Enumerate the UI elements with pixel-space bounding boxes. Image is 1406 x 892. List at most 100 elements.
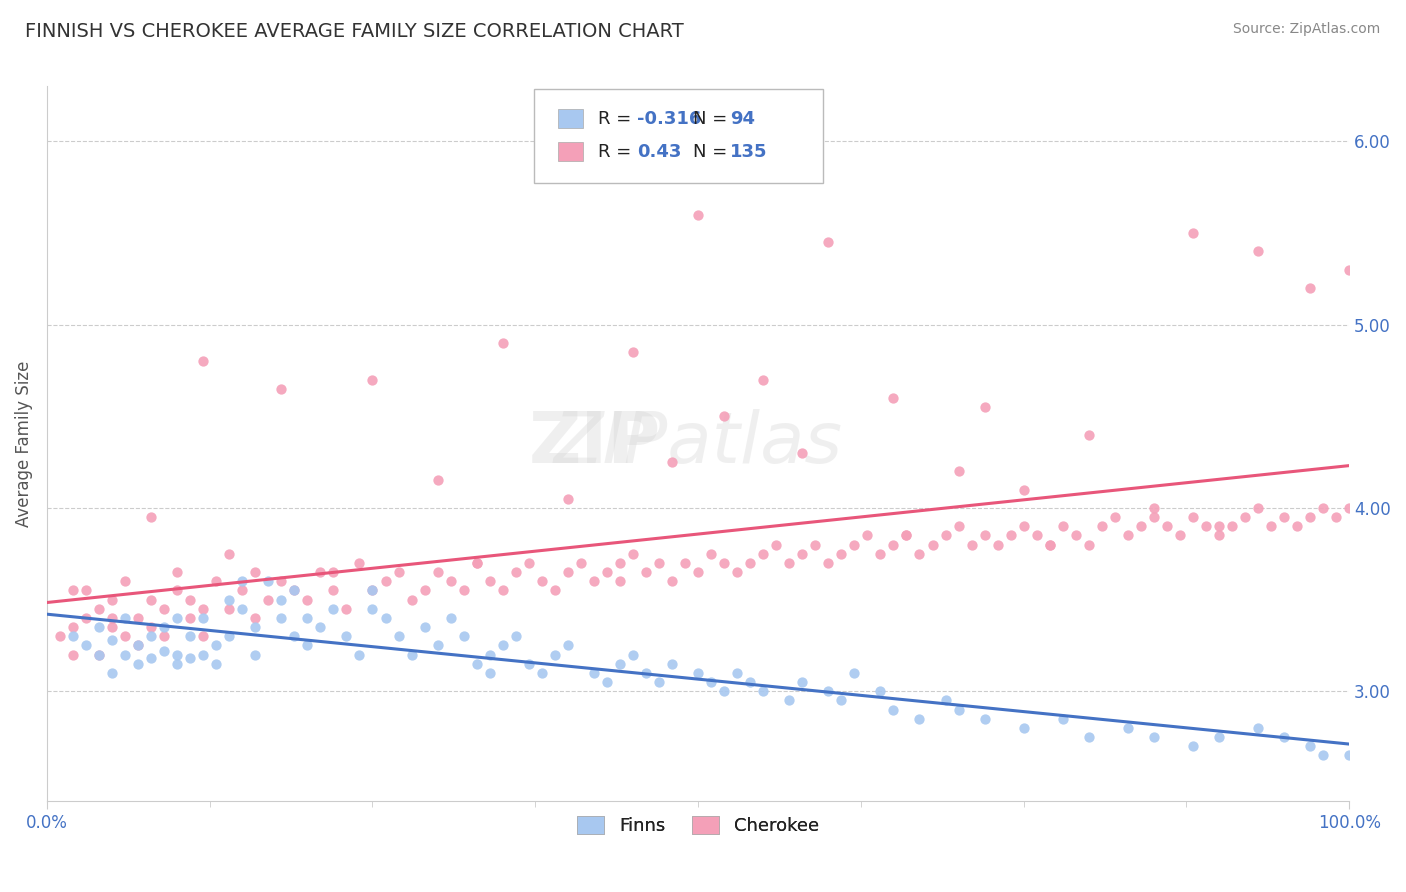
Point <box>960 538 983 552</box>
Point <box>1077 538 1099 552</box>
Point <box>297 611 319 625</box>
Point <box>387 629 409 643</box>
Point <box>648 675 671 690</box>
Point <box>844 538 866 552</box>
Point <box>270 574 292 589</box>
Point <box>127 611 149 625</box>
Point <box>530 665 553 680</box>
Point <box>127 657 149 671</box>
Y-axis label: Average Family Size: Average Family Size <box>15 360 32 527</box>
Point <box>139 592 162 607</box>
Point <box>127 639 149 653</box>
Point <box>478 648 501 662</box>
Point <box>270 382 292 396</box>
Point <box>257 592 280 607</box>
Point <box>193 629 215 643</box>
Point <box>283 583 305 598</box>
Point <box>1052 519 1074 533</box>
Point <box>725 665 748 680</box>
Point <box>465 556 488 570</box>
Point <box>700 547 723 561</box>
Point <box>661 455 683 469</box>
Point <box>505 629 527 643</box>
Point <box>114 611 136 625</box>
Point <box>1091 519 1114 533</box>
Point <box>1312 500 1334 515</box>
Point <box>609 574 631 589</box>
Point <box>686 208 709 222</box>
Point <box>139 651 162 665</box>
Point <box>1272 510 1295 524</box>
Point <box>87 648 110 662</box>
Point <box>740 556 762 570</box>
Point <box>179 592 201 607</box>
Point <box>101 611 124 625</box>
Point <box>752 547 775 561</box>
Point <box>1299 281 1322 295</box>
Point <box>1129 519 1152 533</box>
Point <box>426 639 449 653</box>
Point <box>322 583 344 598</box>
Point <box>1247 721 1270 735</box>
Point <box>1247 244 1270 259</box>
Point <box>1104 510 1126 524</box>
Point <box>752 373 775 387</box>
Point <box>139 510 162 524</box>
Point <box>1208 730 1230 744</box>
Point <box>218 547 240 561</box>
Point <box>297 639 319 653</box>
Point <box>817 684 839 698</box>
Point <box>166 657 188 671</box>
Point <box>465 556 488 570</box>
Text: -0.316: -0.316 <box>637 110 702 128</box>
Point <box>374 611 396 625</box>
Point <box>1116 721 1139 735</box>
Point <box>101 620 124 634</box>
Point <box>792 547 814 561</box>
Point <box>1052 712 1074 726</box>
Text: 0.43: 0.43 <box>637 143 682 161</box>
Point <box>75 583 97 598</box>
Point <box>582 665 605 680</box>
Point <box>1012 721 1035 735</box>
Point <box>361 583 384 598</box>
Point <box>882 538 904 552</box>
Text: N =: N = <box>693 143 733 161</box>
Point <box>297 592 319 607</box>
Point <box>478 574 501 589</box>
Point <box>193 648 215 662</box>
Point <box>374 574 396 589</box>
Text: ZIP: ZIP <box>529 409 661 478</box>
Point <box>1012 483 1035 497</box>
Point <box>413 583 436 598</box>
Point <box>869 684 891 698</box>
Point <box>349 648 371 662</box>
Point <box>166 648 188 662</box>
Point <box>205 574 228 589</box>
Point <box>1039 538 1062 552</box>
Point <box>752 684 775 698</box>
Point <box>1116 528 1139 542</box>
Point <box>426 565 449 579</box>
Point <box>62 583 84 598</box>
Point <box>686 665 709 680</box>
Point <box>557 491 579 506</box>
Point <box>101 592 124 607</box>
Point <box>673 556 696 570</box>
Point <box>349 556 371 570</box>
Point <box>1299 739 1322 754</box>
Point <box>713 684 735 698</box>
Point <box>544 648 567 662</box>
Point <box>544 583 567 598</box>
Point <box>517 657 540 671</box>
Point <box>453 629 475 643</box>
Point <box>49 629 72 643</box>
Point <box>413 620 436 634</box>
Point <box>921 538 943 552</box>
Point <box>87 620 110 634</box>
Point <box>193 354 215 368</box>
Point <box>283 629 305 643</box>
Point <box>101 632 124 647</box>
Point <box>335 601 357 615</box>
Point <box>1208 519 1230 533</box>
